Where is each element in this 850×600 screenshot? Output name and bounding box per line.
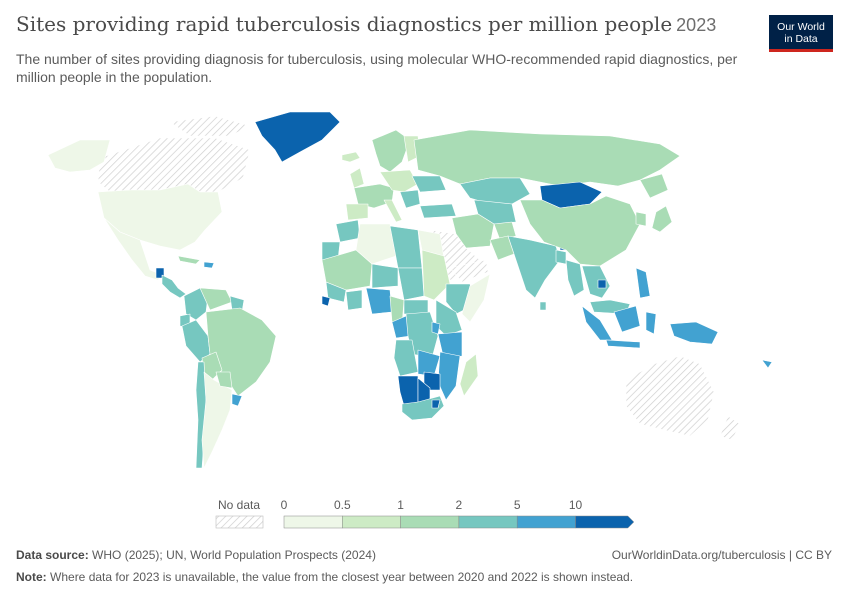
owid-logo[interactable]: Our World in Data [769, 15, 833, 52]
source-url[interactable]: OurWorldinData.org/tuberculosis | CC BY [611, 548, 832, 562]
region-alaska [47, 139, 111, 173]
region-usa [97, 183, 223, 251]
region-hispaniola [203, 261, 215, 269]
region-peru [181, 319, 211, 363]
region-ghana [345, 289, 363, 311]
legend-bin-5[interactable] [575, 515, 635, 529]
logo-line-1: Our World [777, 21, 825, 33]
region-malawi-mozambique [437, 351, 461, 401]
logo-line-2: in Data [784, 33, 818, 45]
chart-subtitle: The number of sites providing diagnosis … [16, 51, 738, 85]
region-central-america [161, 274, 187, 299]
legend-no-data-label: No data [218, 498, 260, 512]
region-namibia [397, 375, 419, 407]
region-uk [349, 167, 365, 189]
source-text[interactable]: WHO (2025); UN, World Population Prospec… [92, 548, 376, 562]
region-nigeria [365, 287, 393, 315]
region-canada [97, 137, 251, 193]
region-italy [383, 199, 403, 223]
legend-tick-label: 2 [456, 498, 463, 512]
legend-tick-label: 10 [569, 498, 583, 512]
region-bangladesh [555, 249, 567, 265]
region-china [519, 195, 641, 267]
chart-note: Note: Where data for 2023 is unavailable… [16, 570, 633, 584]
title-year: 2023 [676, 15, 717, 35]
region-eswatini-lesotho [431, 399, 441, 409]
region-chad [397, 267, 425, 301]
legend-bin-4[interactable] [516, 515, 576, 529]
region-sri-lanka [539, 301, 547, 311]
world-map[interactable] [0, 100, 850, 495]
legend-bin-0[interactable] [283, 515, 343, 529]
region-korea [635, 211, 647, 227]
legend-tick-label: 1 [397, 498, 404, 512]
region-angola [393, 339, 419, 377]
map-legend: No data 0 0.5 1 2 5 10 [215, 498, 635, 529]
chart-title: Sites providing rapid tuberculosis diagn… [16, 12, 716, 36]
region-java [605, 339, 641, 349]
region-afghanistan [493, 221, 517, 241]
region-russia [413, 129, 681, 187]
region-yemen-oman [449, 259, 489, 283]
region-niger [371, 263, 399, 289]
region-car [403, 299, 429, 315]
legend-tick-label: 5 [514, 498, 521, 512]
region-scandinavia [371, 129, 411, 173]
legend-tick-label: 0.5 [334, 498, 351, 512]
region-new-zealand [719, 415, 741, 441]
region-india [507, 235, 561, 299]
region-greenland [254, 111, 341, 163]
region-iberia [345, 203, 369, 221]
region-morocco [335, 219, 361, 243]
region-uruguay [231, 393, 243, 407]
legend-color-scale: 0 0.5 1 2 5 10 [281, 498, 635, 529]
region-libya [389, 225, 423, 269]
legend-no-data-swatch [215, 515, 264, 529]
region-iceland [341, 151, 361, 163]
note-label: Note: [16, 570, 47, 584]
region-myanmar [565, 259, 585, 297]
region-philippines [635, 267, 651, 299]
legend-bin-3[interactable] [458, 515, 518, 529]
region-zambia [417, 349, 441, 377]
region-sudan [421, 249, 451, 301]
region-somalia [461, 273, 491, 323]
region-madagascar [459, 353, 479, 397]
region-west-africa-coast [325, 281, 347, 303]
region-liberia [321, 295, 331, 307]
title-text: Sites providing rapid tuberculosis diagn… [16, 12, 673, 36]
region-pacific-islands [761, 359, 773, 369]
source-label: Data source: [16, 548, 89, 562]
note-text: Where data for 2023 is unavailable, the … [50, 570, 634, 584]
region-paraguay [215, 371, 233, 389]
region-canada-arctic-islands [169, 115, 251, 137]
region-central-europe [379, 169, 419, 193]
region-borneo [613, 305, 641, 333]
region-cuba [177, 255, 201, 265]
region-algeria [355, 223, 397, 265]
legend-bin-1[interactable] [342, 515, 401, 529]
region-kazakhstan [459, 177, 531, 205]
legend-tick-label: 0 [281, 498, 288, 512]
data-source: Data source: WHO (2025); UN, World Popul… [16, 548, 376, 562]
region-papua [669, 321, 719, 345]
region-balkans [399, 189, 421, 209]
region-turkey [419, 203, 457, 219]
region-indochina [581, 265, 611, 299]
region-russia-far-east [639, 173, 669, 199]
region-rwanda-burundi [431, 321, 441, 335]
region-ukraine [411, 175, 447, 193]
region-australia [625, 355, 715, 437]
legend-bin-2[interactable] [400, 515, 460, 529]
region-cambodia [597, 279, 607, 289]
region-sulawesi [645, 311, 657, 335]
region-japan [651, 205, 673, 233]
